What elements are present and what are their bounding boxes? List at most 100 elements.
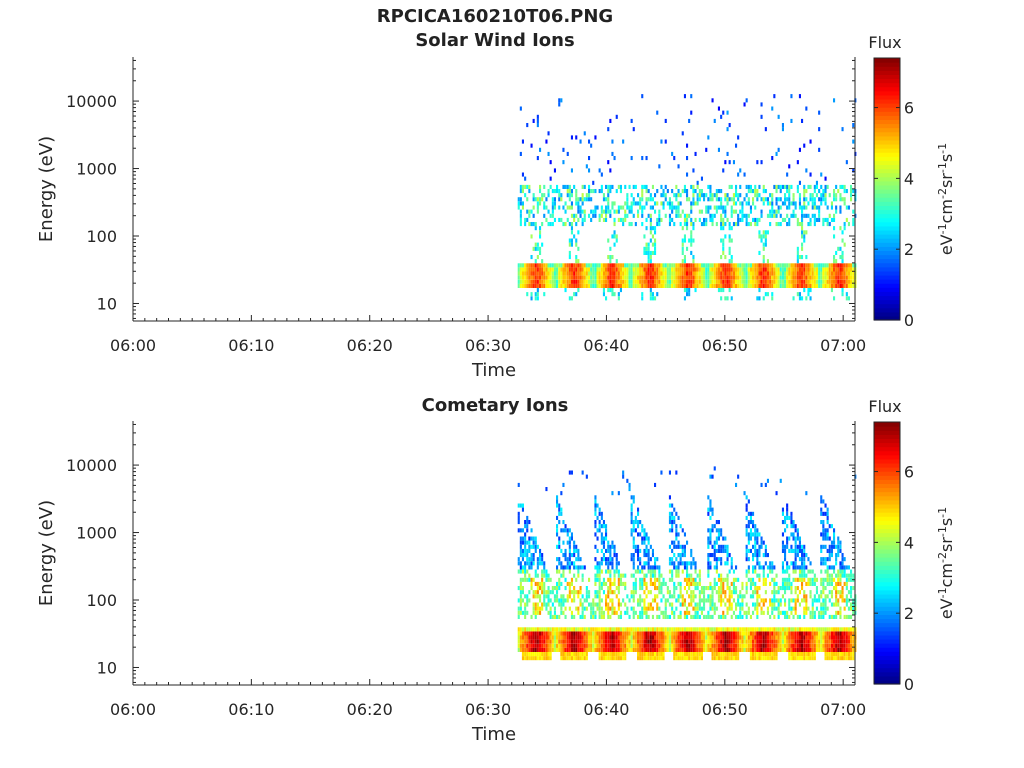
spectrogram-cell xyxy=(790,586,793,591)
spectrogram-cell xyxy=(713,581,716,586)
spectrogram-cell xyxy=(805,631,808,636)
spectrogram-cell xyxy=(692,652,695,657)
spectrogram-cell xyxy=(609,557,612,562)
spectrogram-cell xyxy=(637,275,640,280)
spectrogram-cell xyxy=(521,557,524,562)
spectrogram-cell xyxy=(566,639,569,644)
spectrogram-cell xyxy=(758,279,761,284)
spectrogram-cell xyxy=(598,614,601,619)
spectrogram-cell xyxy=(536,647,539,652)
spectrogram-cell xyxy=(666,189,669,194)
spectrogram-cell xyxy=(852,283,855,288)
spectrogram-cell xyxy=(784,193,787,198)
spectrogram-cell xyxy=(556,643,559,648)
spectrogram-cell xyxy=(769,614,772,619)
spectrogram-cell xyxy=(792,577,795,582)
spectrogram-cell xyxy=(598,594,601,599)
spectrogram-cell xyxy=(564,263,567,268)
spectrogram-cell xyxy=(551,614,554,619)
spectrogram-cell xyxy=(556,590,559,595)
spectrogram-cell xyxy=(630,118,633,123)
spectrogram-cell xyxy=(560,193,563,198)
spectrogram-cell xyxy=(673,275,676,280)
spectrogram-cell xyxy=(615,275,618,280)
spectrogram-cell xyxy=(715,271,718,276)
spectrogram-cell xyxy=(664,118,667,123)
spectrogram-cell xyxy=(845,283,848,288)
spectrogram-cell xyxy=(775,573,778,578)
spectrogram-cell xyxy=(818,197,821,202)
spectrogram-cell xyxy=(711,98,714,103)
spectrogram-cell xyxy=(717,573,720,578)
spectrogram-cell xyxy=(784,279,787,284)
spectrogram-cell xyxy=(841,255,844,260)
spectrogram-cell xyxy=(728,263,731,268)
spectrogram-cell xyxy=(596,267,599,272)
spectrogram-cell xyxy=(726,561,729,566)
spectrogram-cell xyxy=(769,643,772,648)
spectrogram-cell xyxy=(611,565,614,570)
spectrogram-cell xyxy=(826,647,829,652)
spectrogram-cell xyxy=(645,635,648,640)
spectrogram-cell xyxy=(822,263,825,268)
spectrogram-cell xyxy=(781,263,784,268)
spectrogram-cell xyxy=(583,131,586,136)
spectrogram-cell xyxy=(688,561,691,566)
spectrogram-cell xyxy=(630,495,633,500)
spectrogram-cell xyxy=(609,569,612,574)
spectrogram-cell xyxy=(694,656,697,661)
spectrogram-cell xyxy=(679,590,682,595)
spectrogram-cell xyxy=(692,577,695,582)
spectrogram-cell xyxy=(594,532,597,537)
spectrogram-cell xyxy=(547,283,550,288)
spectrogram-cell xyxy=(658,647,661,652)
spectrogram-cell xyxy=(534,279,537,284)
y-tick-label: 100 xyxy=(86,227,117,246)
spectrogram-cell xyxy=(577,610,580,615)
spectrogram-cell xyxy=(630,193,633,198)
spectrogram-cell xyxy=(630,271,633,276)
spectrogram-cell xyxy=(641,184,644,189)
spectrogram-cell xyxy=(607,557,610,562)
spectrogram-cell xyxy=(815,631,818,636)
spectrogram-cell xyxy=(820,544,823,549)
spectrogram-cell xyxy=(807,569,810,574)
spectrogram-cell xyxy=(666,271,669,276)
spectrogram-cell xyxy=(524,606,527,611)
spectrogram-cell xyxy=(809,275,812,280)
spectrogram-cell xyxy=(566,627,569,632)
spectrogram-cell xyxy=(639,197,642,202)
spectrogram-cell xyxy=(784,263,787,268)
spectrogram-cell xyxy=(773,598,776,603)
spectrogram-cell xyxy=(547,131,550,136)
spectrogram-cell xyxy=(626,478,629,483)
spectrogram-cell xyxy=(564,271,567,276)
spectrogram-cell xyxy=(534,292,537,297)
spectrogram-cell xyxy=(728,275,731,280)
spectrogram-cell xyxy=(839,246,842,251)
spectrogram-cell xyxy=(677,205,680,210)
spectrogram-cell xyxy=(666,279,669,284)
spectrogram-cell xyxy=(726,581,729,586)
spectrogram-cell xyxy=(820,614,823,619)
spectrogram-cell xyxy=(607,627,610,632)
spectrogram-cell xyxy=(588,635,591,640)
spectrogram-cell xyxy=(766,275,769,280)
spectrogram-cell xyxy=(724,635,727,640)
spectrogram-cell xyxy=(539,184,542,189)
spectrogram-cell xyxy=(709,507,712,512)
spectrogram-cell xyxy=(519,503,522,508)
spectrogram-cell xyxy=(645,573,648,578)
spectrogram-cell xyxy=(773,586,776,591)
spectrogram-cell xyxy=(673,507,676,512)
spectrogram-cell xyxy=(760,635,763,640)
spectrogram-cell xyxy=(784,635,787,640)
spectrogram-cell xyxy=(766,213,769,218)
spectrogram-cell xyxy=(779,631,782,636)
spectrogram-cell xyxy=(588,168,591,173)
spectrogram-cell xyxy=(711,222,714,227)
spectrogram-cell xyxy=(645,544,648,549)
spectrogram-cell xyxy=(654,201,657,206)
spectrogram-cell xyxy=(524,569,527,574)
spectrogram-cell xyxy=(709,635,712,640)
